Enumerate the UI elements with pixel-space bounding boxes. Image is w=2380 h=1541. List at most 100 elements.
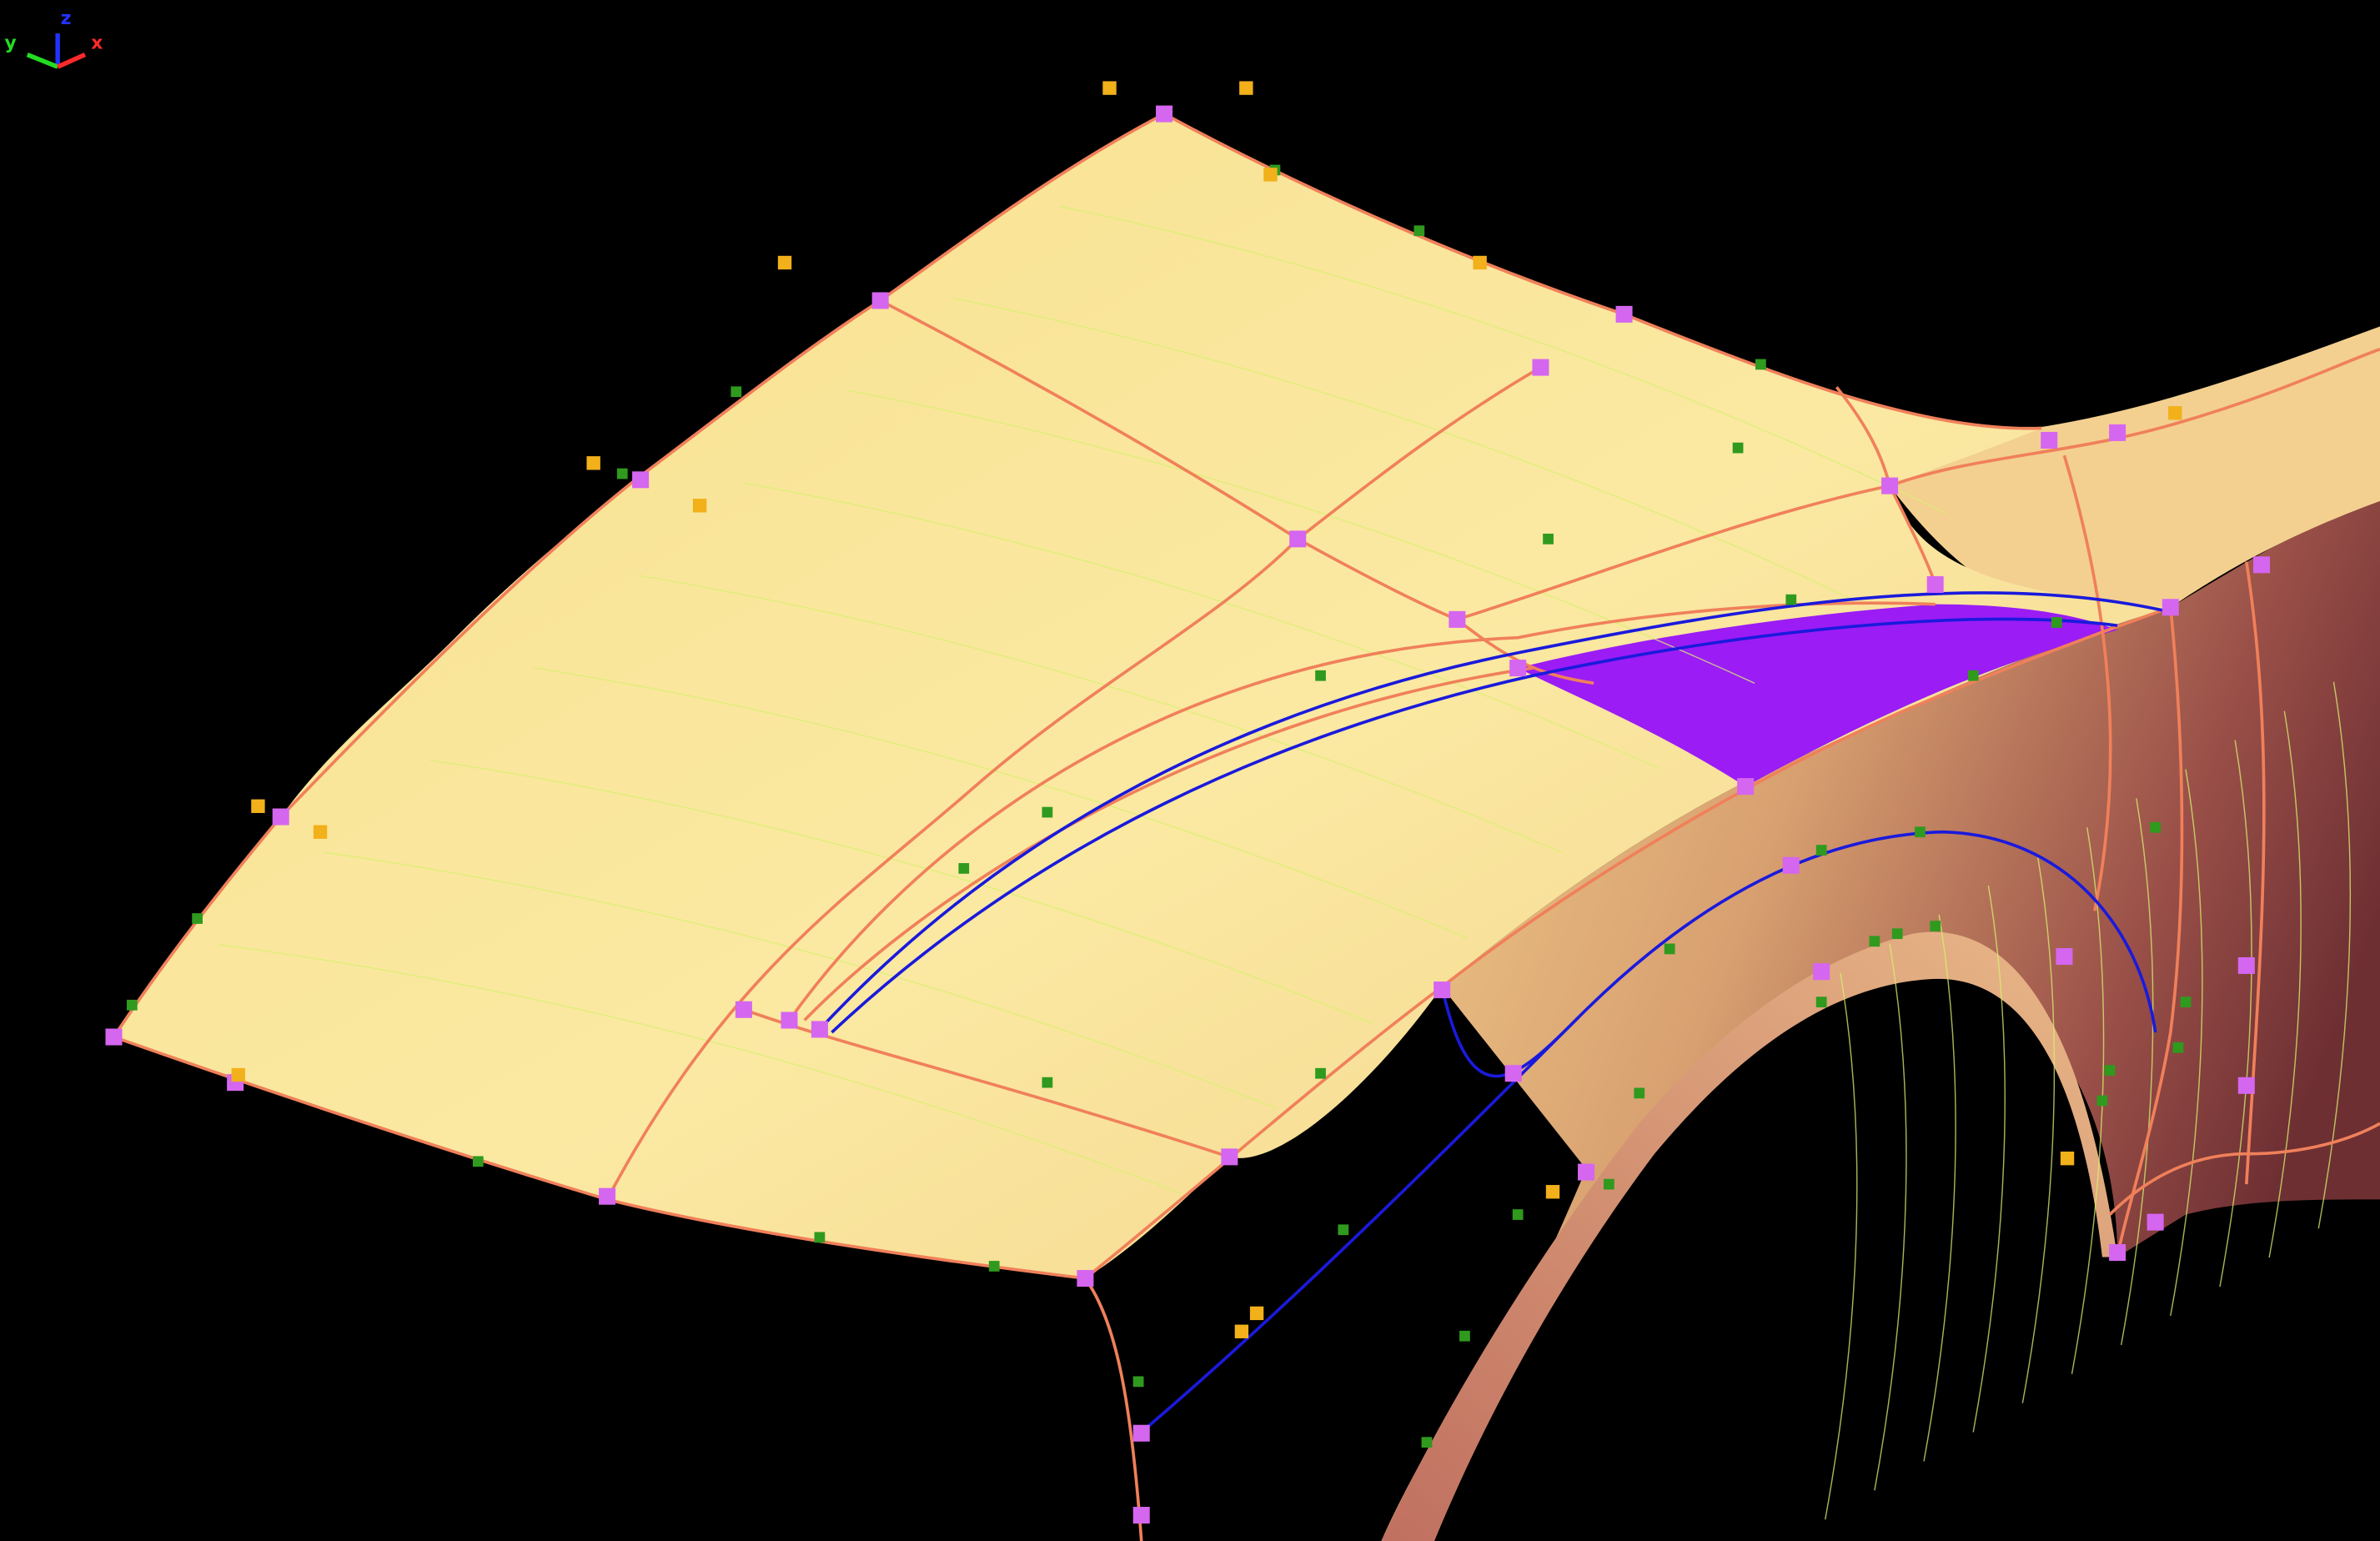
vertex-marker[interactable] <box>1782 856 1800 874</box>
iso-line[interactable] <box>2219 740 2252 1288</box>
iso-line[interactable] <box>218 944 1182 1194</box>
vertex-marker[interactable] <box>1289 530 1307 548</box>
iso-line[interactable] <box>2170 769 2203 1317</box>
control-point-marker[interactable] <box>231 1067 245 1082</box>
vertex-marker[interactable] <box>1578 1163 1595 1181</box>
control-point-marker[interactable] <box>692 499 707 513</box>
vertex-marker[interactable] <box>2253 556 2271 574</box>
vertex-marker[interactable] <box>1132 1424 1150 1442</box>
vertex-marker[interactable] <box>2237 956 2255 974</box>
edge-curve[interactable] <box>2062 454 2112 911</box>
midpoint-marker[interactable] <box>126 999 138 1011</box>
control-point-marker[interactable] <box>1263 168 1278 182</box>
edge-curve[interactable] <box>803 666 1534 1021</box>
midpoint-marker[interactable] <box>1512 1209 1524 1220</box>
midpoint-marker[interactable] <box>2104 1065 2116 1076</box>
midpoint-marker[interactable] <box>958 863 970 874</box>
midpoint-marker[interactable] <box>1930 921 1941 931</box>
vertex-marker[interactable] <box>1449 610 1466 628</box>
edge-curve[interactable] <box>879 299 1890 621</box>
iso-line[interactable] <box>324 851 1278 1109</box>
vertex-marker[interactable] <box>1926 575 1944 593</box>
midpoint-marker[interactable] <box>2096 1095 2108 1107</box>
rear-pillar-surface[interactable] <box>1890 326 2380 617</box>
edge-curve[interactable] <box>1456 618 1594 685</box>
vertex-marker[interactable] <box>811 1021 828 1038</box>
vertex-marker[interactable] <box>1156 105 1173 123</box>
vertex-marker[interactable] <box>1504 1065 1522 1082</box>
vertex-marker[interactable] <box>735 1001 752 1018</box>
midpoint-marker[interactable] <box>1891 928 1903 940</box>
vertex-marker[interactable] <box>599 1187 616 1205</box>
control-point-marker[interactable] <box>251 799 265 813</box>
guide-curve[interactable] <box>1440 986 1580 1078</box>
vertex-marker[interactable] <box>105 1028 123 1046</box>
vertex-marker[interactable] <box>2147 1213 2164 1231</box>
iso-line[interactable] <box>849 389 1755 684</box>
wheel-arch-flange[interactable] <box>1381 931 2118 1541</box>
midpoint-marker[interactable] <box>1543 533 1554 545</box>
midpoint-marker[interactable] <box>1755 359 1766 370</box>
iso-line[interactable] <box>1972 885 2006 1433</box>
guide-curve[interactable] <box>818 591 2164 1031</box>
vertex-marker[interactable] <box>1434 981 1451 999</box>
midpoint-marker[interactable] <box>988 1261 1000 1272</box>
control-point-marker[interactable] <box>313 825 328 839</box>
edge-curve[interactable] <box>2116 607 2184 1257</box>
iso-line[interactable] <box>1874 943 1907 1491</box>
midpoint-marker[interactable] <box>616 468 628 479</box>
vertex-marker[interactable] <box>871 292 889 309</box>
vertex-marker[interactable] <box>1132 1507 1150 1524</box>
midpoint-marker[interactable] <box>1459 1330 1470 1342</box>
vertex-marker[interactable] <box>1077 1270 1094 1288</box>
midpoint-marker[interactable] <box>1785 594 1797 605</box>
guide-curve[interactable] <box>831 617 2118 1034</box>
iso-line[interactable] <box>744 482 1659 769</box>
vertex-marker[interactable] <box>1737 778 1755 796</box>
vertex-marker[interactable] <box>2109 1244 2126 1262</box>
midpoint-marker[interactable] <box>1132 1376 1144 1388</box>
vertex-marker[interactable] <box>632 471 650 489</box>
midpoint-marker[interactable] <box>1634 1087 1645 1099</box>
midpoint-marker[interactable] <box>2150 821 2161 833</box>
midpoint-marker[interactable] <box>814 1232 826 1243</box>
control-point-marker[interactable] <box>1234 1324 1249 1338</box>
edge-curve[interactable] <box>112 112 1165 1038</box>
edge-curve[interactable] <box>787 601 1936 1021</box>
midpoint-marker[interactable] <box>1315 670 1326 681</box>
vertex-marker[interactable] <box>1532 359 1549 376</box>
midpoint-marker[interactable] <box>1664 943 1675 955</box>
midpoint-marker[interactable] <box>1967 670 1979 681</box>
midpoint-marker[interactable] <box>1815 996 1827 1008</box>
control-point-marker[interactable] <box>1102 81 1117 95</box>
midpoint-marker[interactable] <box>472 1156 484 1167</box>
vertex-marker[interactable] <box>2237 1077 2255 1094</box>
midpoint-marker[interactable] <box>1869 936 1880 947</box>
midpoint-marker[interactable] <box>2180 996 2192 1008</box>
edge-curve[interactable] <box>1889 348 2380 488</box>
vertex-marker[interactable] <box>272 808 289 826</box>
vertex-marker[interactable] <box>1221 1148 1238 1166</box>
iso-line[interactable] <box>2268 710 2302 1258</box>
edge-curve[interactable] <box>2108 1122 2380 1216</box>
iso-line[interactable] <box>2317 681 2352 1229</box>
midpoint-marker[interactable] <box>1042 806 1053 818</box>
guide-curve[interactable] <box>1137 830 2157 1436</box>
iso-line[interactable] <box>1058 205 1946 515</box>
vertex-marker[interactable] <box>1881 477 1899 494</box>
iso-line[interactable] <box>2021 856 2056 1403</box>
edge-curve[interactable] <box>1163 112 2042 430</box>
midpoint-marker[interactable] <box>1315 1067 1326 1079</box>
iso-line[interactable] <box>429 759 1373 1024</box>
vertex-marker[interactable] <box>1813 963 1830 981</box>
iso-line[interactable] <box>1825 972 1858 1520</box>
edge-curve[interactable] <box>1083 1277 1143 1541</box>
control-point-marker[interactable] <box>1239 81 1253 95</box>
fender-surface[interactable] <box>1381 493 2380 1541</box>
vertex-marker[interactable] <box>781 1011 798 1029</box>
midpoint-marker[interactable] <box>731 386 742 398</box>
control-point-marker[interactable] <box>2060 1151 2075 1166</box>
midpoint-marker[interactable] <box>1413 225 1425 237</box>
vertex-marker[interactable] <box>1509 660 1527 677</box>
